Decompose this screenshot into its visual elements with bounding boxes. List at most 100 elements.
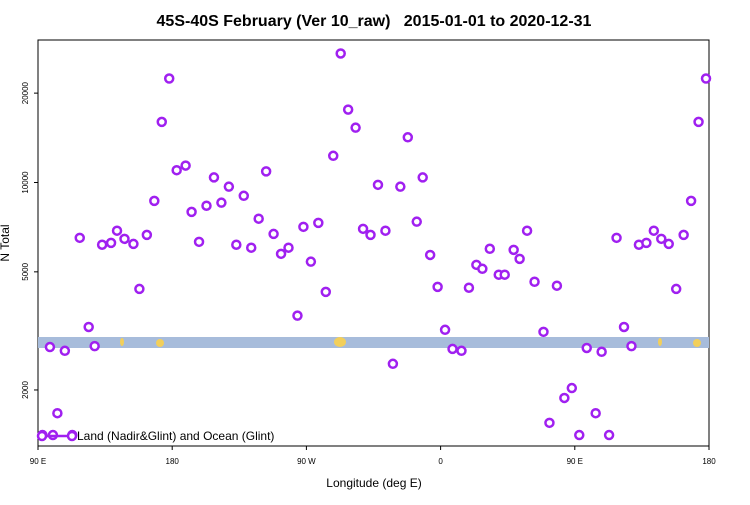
point — [417, 172, 428, 183]
point — [141, 229, 153, 241]
point — [111, 225, 123, 236]
point — [463, 282, 475, 293]
x-tick-label: 90 E — [30, 457, 46, 466]
point — [626, 340, 637, 352]
point — [529, 276, 540, 288]
point — [216, 197, 227, 208]
point — [424, 249, 436, 261]
point — [566, 382, 578, 394]
y-axis-label: N Total — [0, 224, 12, 261]
point — [96, 239, 108, 250]
band — [38, 337, 709, 348]
x-tick-label: 90 E — [567, 457, 583, 466]
point — [402, 132, 414, 143]
point — [149, 195, 160, 207]
point — [128, 238, 139, 250]
point — [521, 225, 533, 236]
point — [275, 248, 287, 260]
point — [670, 283, 682, 295]
point — [298, 221, 309, 233]
x-tick-label: 180 — [702, 457, 716, 466]
point — [320, 286, 332, 298]
point — [372, 179, 384, 191]
point — [163, 73, 175, 84]
point — [559, 392, 570, 404]
y-tick-label: 5000 — [21, 262, 30, 280]
point — [223, 181, 235, 192]
point — [365, 229, 376, 241]
point — [514, 253, 525, 265]
point — [544, 417, 555, 429]
land — [156, 339, 164, 347]
point — [380, 225, 391, 236]
point — [574, 429, 585, 441]
point — [395, 181, 406, 192]
point — [335, 48, 346, 59]
point — [439, 324, 451, 336]
y-tick-label: 2000 — [21, 381, 30, 399]
plot-frame — [37, 39, 710, 447]
point — [193, 236, 205, 248]
point — [581, 342, 592, 354]
point — [201, 200, 212, 211]
point — [180, 160, 191, 171]
point — [508, 244, 519, 256]
x-tick-label: 180 — [166, 457, 180, 466]
point — [538, 326, 549, 338]
series — [37, 48, 712, 441]
point — [685, 195, 697, 207]
point — [663, 238, 674, 250]
point — [350, 122, 361, 133]
point — [74, 232, 86, 244]
point — [283, 242, 294, 253]
x-tick-label: 0 — [438, 457, 443, 466]
point — [89, 340, 100, 352]
legend-marker — [66, 430, 78, 442]
point — [456, 345, 467, 357]
point — [499, 269, 510, 280]
land — [693, 339, 701, 347]
point — [245, 242, 257, 253]
point — [387, 358, 399, 370]
point — [596, 346, 607, 358]
point — [119, 233, 130, 245]
point — [693, 116, 704, 128]
point — [52, 407, 63, 419]
point — [357, 223, 369, 235]
point — [656, 233, 667, 245]
map-band — [38, 337, 709, 348]
point — [171, 164, 182, 176]
point — [611, 232, 622, 244]
chart-title: 45S-40S February (Ver 10_raw) 2015-01-01… — [157, 13, 592, 30]
point — [313, 217, 324, 229]
point — [342, 104, 354, 115]
legend-marker — [36, 430, 48, 442]
point — [305, 256, 317, 267]
point — [432, 281, 443, 293]
legend-label: Land (Nadir&Glint) and Ocean (Glint) — [77, 429, 274, 443]
point — [260, 166, 272, 177]
point — [551, 280, 563, 291]
point — [186, 206, 197, 218]
point — [484, 243, 496, 255]
point — [327, 150, 339, 162]
x-tick-label: 90 W — [297, 457, 316, 466]
point — [83, 321, 94, 333]
point — [700, 73, 712, 84]
point — [156, 116, 168, 128]
point — [618, 321, 630, 333]
point — [253, 213, 264, 224]
point — [59, 345, 71, 357]
point — [447, 343, 458, 355]
point — [678, 229, 689, 241]
point — [208, 172, 220, 183]
point — [477, 263, 488, 275]
point — [105, 237, 117, 249]
land — [334, 337, 346, 347]
point — [292, 310, 303, 321]
point — [603, 429, 615, 441]
y-tick-label: 10000 — [21, 171, 30, 194]
point — [648, 225, 660, 236]
x-axis-label: Longitude (deg E) — [326, 476, 421, 490]
